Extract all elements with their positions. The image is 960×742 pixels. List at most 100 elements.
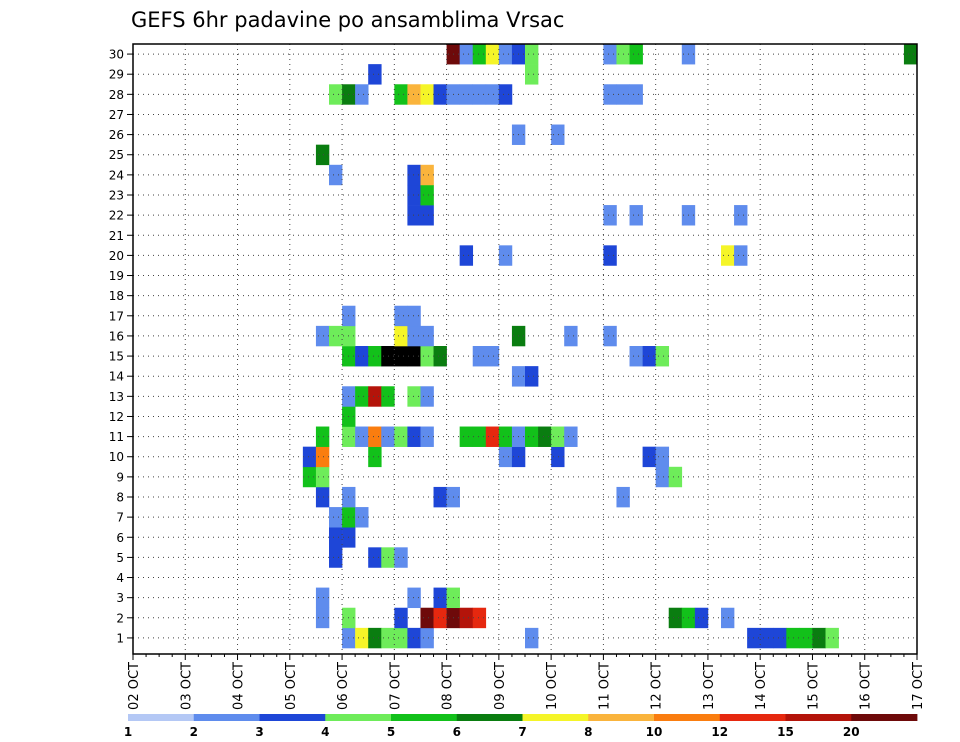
heatmap-cell — [433, 346, 447, 367]
heatmap-cell — [381, 627, 395, 649]
heatmap-cell — [485, 426, 500, 447]
colorbar-swatch — [259, 714, 326, 721]
heatmap-cell — [433, 486, 447, 508]
x-tick-label: 02 OCT — [127, 662, 142, 710]
heatmap-cell — [773, 627, 787, 649]
heatmap-cell — [721, 607, 735, 629]
heatmap-cell — [734, 205, 748, 226]
x-tick-label: 13 OCT — [702, 662, 717, 710]
y-tick-label: 15 — [109, 350, 124, 364]
heatmap-cell — [603, 44, 617, 65]
heatmap-cell — [315, 426, 330, 447]
colorbar-swatch — [522, 714, 589, 721]
heatmap-cell — [551, 426, 565, 447]
x-axis: 02 OCT 03 OCT 04 OCT 05 OCT 06 OCT 07 OCT 08 O… — [127, 654, 926, 710]
heatmap-cell — [329, 547, 343, 568]
heatmap-cell — [381, 346, 395, 367]
x-tick-label: 15 OCT — [806, 662, 821, 710]
y-tick-label: 8 — [116, 491, 124, 505]
heatmap-cell — [394, 346, 408, 367]
heatmap-cell — [394, 325, 408, 347]
x-tick-label: 09 OCT — [493, 662, 508, 710]
x-tick-label: 06 OCT — [336, 662, 351, 710]
heatmap-cell — [420, 607, 434, 629]
heatmap-cell — [433, 607, 447, 629]
heatmap-cell — [433, 84, 447, 105]
heatmap-cell — [329, 164, 343, 186]
heatmap-cell — [564, 426, 578, 447]
heatmap-cell — [420, 184, 434, 206]
heatmap-cell — [903, 44, 918, 65]
colorbar-swatch — [325, 714, 392, 721]
heatmap-cell — [603, 84, 617, 105]
colorbar-label: 5 — [387, 725, 395, 739]
heatmap-cell — [394, 305, 408, 327]
colorbar: 1 2 3 4 5 6 7 8 10 12 15 20 — [124, 714, 918, 739]
heatmap-cell — [629, 44, 643, 65]
colorbar-label: 15 — [777, 725, 794, 739]
heatmap-cell — [485, 44, 500, 65]
heatmap-cell — [368, 547, 382, 568]
heatmap-cell — [760, 627, 774, 649]
heatmap-cell — [394, 426, 408, 447]
colorbar-swatch — [785, 714, 852, 721]
x-tick-label: 14 OCT — [754, 662, 769, 710]
y-tick-label: 22 — [109, 209, 124, 223]
heatmap-cell — [368, 627, 382, 649]
heatmap-cell — [459, 245, 474, 266]
chart-title: GEFS 6hr padavine po ansamblima Vrsac — [131, 8, 564, 32]
heatmap-cell — [329, 84, 343, 105]
heatmap-cell — [799, 627, 813, 649]
heatmap-cell — [315, 144, 330, 166]
y-tick-label: 6 — [116, 531, 124, 545]
heatmap-cell — [407, 386, 421, 407]
heatmap-cell — [355, 346, 369, 367]
heatmap-cell — [368, 386, 382, 407]
heatmap-cell — [420, 205, 434, 226]
heatmap-cell — [302, 446, 317, 468]
heatmap-cell — [472, 44, 487, 65]
heatmap-cell — [420, 426, 434, 447]
heatmap-cell — [355, 627, 369, 649]
x-tick-label: 08 OCT — [441, 662, 456, 710]
heatmap-cell — [629, 205, 643, 226]
heatmap-cell — [420, 325, 434, 347]
heatmap-cell — [407, 325, 421, 347]
heatmap-cell — [459, 607, 474, 629]
heatmap-cell — [368, 446, 382, 468]
y-tick-label: 29 — [109, 68, 124, 82]
y-axis: 1234567891011121314151617181920212223242… — [109, 48, 133, 645]
colorbar-swatch — [193, 714, 260, 721]
heatmap-cell — [564, 325, 578, 347]
y-tick-label: 5 — [116, 551, 124, 565]
y-tick-label: 23 — [109, 189, 124, 203]
heatmap-cell — [315, 607, 330, 629]
heatmap-cell — [498, 44, 513, 65]
heatmap-cell — [420, 627, 434, 649]
colorbar-label: 10 — [646, 725, 663, 739]
y-tick-label: 20 — [109, 249, 124, 263]
colorbar-label: 3 — [255, 725, 263, 739]
heatmap-cell — [315, 325, 330, 347]
y-tick-label: 4 — [116, 571, 124, 585]
y-tick-label: 11 — [109, 430, 124, 444]
heatmap-cell — [420, 164, 434, 186]
heatmap-cell — [394, 627, 408, 649]
heatmap-cell — [420, 346, 434, 367]
y-tick-label: 13 — [109, 390, 124, 404]
x-tick-label: 03 OCT — [179, 662, 194, 710]
colorbar-label: 1 — [124, 725, 132, 739]
y-tick-label: 25 — [109, 148, 124, 162]
y-tick-label: 27 — [109, 108, 124, 122]
heatmap-cell — [433, 587, 447, 609]
x-tick-label: 17 OCT — [911, 662, 926, 710]
heatmap-cell — [694, 607, 709, 629]
heatmap-cell — [315, 486, 330, 508]
x-tick-label: 04 OCT — [232, 662, 247, 710]
heatmap-cell — [538, 426, 552, 447]
heatmap-cell — [472, 426, 487, 447]
heatmap-cell — [525, 64, 539, 85]
colorbar-swatch — [456, 714, 523, 721]
x-tick-label: 16 OCT — [859, 662, 874, 710]
y-tick-label: 19 — [109, 269, 124, 283]
